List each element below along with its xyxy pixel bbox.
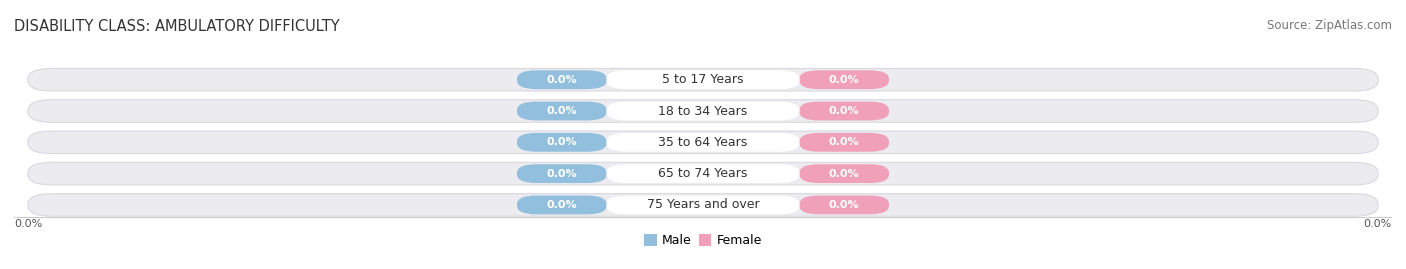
Text: 0.0%: 0.0%	[830, 200, 859, 210]
Text: 0.0%: 0.0%	[547, 200, 576, 210]
FancyBboxPatch shape	[606, 164, 800, 183]
FancyBboxPatch shape	[800, 102, 889, 121]
Text: 0.0%: 0.0%	[830, 169, 859, 179]
FancyBboxPatch shape	[800, 196, 889, 214]
FancyBboxPatch shape	[800, 70, 889, 89]
Text: 0.0%: 0.0%	[14, 219, 42, 229]
Text: 35 to 64 Years: 35 to 64 Years	[658, 136, 748, 149]
FancyBboxPatch shape	[28, 162, 1378, 185]
Text: 0.0%: 0.0%	[830, 137, 859, 147]
FancyBboxPatch shape	[517, 164, 606, 183]
Text: 75 Years and over: 75 Years and over	[647, 199, 759, 211]
Text: 18 to 34 Years: 18 to 34 Years	[658, 105, 748, 118]
Text: 0.0%: 0.0%	[547, 169, 576, 179]
FancyBboxPatch shape	[28, 68, 1378, 91]
Text: 0.0%: 0.0%	[547, 75, 576, 85]
FancyBboxPatch shape	[28, 131, 1378, 154]
Legend: Male, Female: Male, Female	[640, 229, 766, 252]
FancyBboxPatch shape	[606, 196, 800, 214]
Text: Source: ZipAtlas.com: Source: ZipAtlas.com	[1267, 19, 1392, 32]
FancyBboxPatch shape	[517, 102, 606, 121]
FancyBboxPatch shape	[517, 133, 606, 152]
Text: 0.0%: 0.0%	[830, 75, 859, 85]
FancyBboxPatch shape	[606, 102, 800, 121]
FancyBboxPatch shape	[28, 100, 1378, 122]
FancyBboxPatch shape	[517, 196, 606, 214]
Text: 0.0%: 0.0%	[1364, 219, 1392, 229]
FancyBboxPatch shape	[606, 133, 800, 152]
FancyBboxPatch shape	[800, 133, 889, 152]
FancyBboxPatch shape	[800, 164, 889, 183]
FancyBboxPatch shape	[517, 70, 606, 89]
Text: 0.0%: 0.0%	[830, 106, 859, 116]
FancyBboxPatch shape	[606, 70, 800, 89]
Text: 0.0%: 0.0%	[547, 106, 576, 116]
Text: 65 to 74 Years: 65 to 74 Years	[658, 167, 748, 180]
Text: 5 to 17 Years: 5 to 17 Years	[662, 73, 744, 86]
Text: 0.0%: 0.0%	[547, 137, 576, 147]
Text: DISABILITY CLASS: AMBULATORY DIFFICULTY: DISABILITY CLASS: AMBULATORY DIFFICULTY	[14, 19, 340, 34]
FancyBboxPatch shape	[28, 194, 1378, 216]
